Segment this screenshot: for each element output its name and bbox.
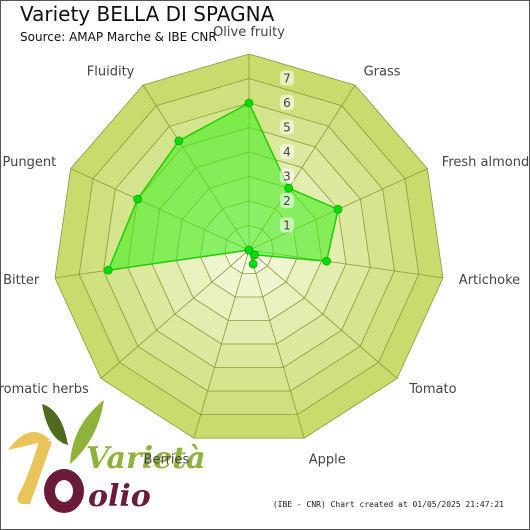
axis-label-apple: Apple <box>309 452 346 467</box>
axis-label-berries: Berries <box>144 452 190 467</box>
data-point-0[interactable] <box>244 98 254 108</box>
data-point-9[interactable] <box>133 194 142 204</box>
tick-label-bg <box>280 95 294 110</box>
data-point-5[interactable] <box>248 259 258 269</box>
axis-label-artichoke: Artichoke <box>459 273 520 288</box>
logo-gold-top <box>8 432 50 450</box>
logo-leaf-right <box>70 400 104 464</box>
logo-word-varieta: Varietà <box>86 441 206 476</box>
axis-label-tomato: Tomato <box>408 382 456 397</box>
axis-label-grass: Grass <box>364 65 401 80</box>
data-point-1[interactable] <box>284 183 294 193</box>
tick-label-7: 7 <box>283 72 291 86</box>
data-point-8[interactable] <box>104 265 113 275</box>
chart-credit: (IBE - CNR) Chart created at 01/05/2025 … <box>272 500 504 509</box>
logo-leaf-left <box>42 404 68 445</box>
logo-word-olio: olio <box>88 479 151 514</box>
data-point-10[interactable] <box>174 136 184 146</box>
tick-label-bg <box>280 217 294 233</box>
axis-label-aromatic-herbs: Aromatic herbs <box>0 382 89 397</box>
spoke-5 <box>248 249 305 439</box>
varieta-olio-logo: Varietà olio <box>8 400 206 514</box>
tick-label-bg <box>280 119 294 135</box>
tick-label-bg <box>280 144 294 159</box>
tick-label-bg <box>280 168 294 184</box>
tick-label-bg <box>280 70 294 86</box>
axis-label-bitter: Bitter <box>3 273 40 288</box>
chart-title: Variety BELLA DI SPAGNA <box>20 2 275 26</box>
tick-label-4: 4 <box>283 145 291 159</box>
data-point-7[interactable] <box>244 245 254 255</box>
data-point-4[interactable] <box>250 250 259 260</box>
spoke-7 <box>100 249 250 379</box>
tick-label-5: 5 <box>283 121 291 135</box>
tick-label-1: 1 <box>283 219 291 233</box>
tick-label-6: 6 <box>283 96 291 110</box>
chart-subtitle: Source: AMAP Marche & IBE CNR <box>20 30 217 44</box>
axis-label-olive-fruity: Olive fruity <box>213 25 285 40</box>
axis-label-pungent: Pungent <box>3 155 57 170</box>
axis-label-fresh-almond: Fresh almond <box>442 155 529 170</box>
tick-label-2: 2 <box>283 194 291 208</box>
logo-gold-stroke <box>17 438 52 504</box>
spoke-4 <box>248 249 398 379</box>
tick-label-3: 3 <box>283 170 291 184</box>
spoke-6 <box>193 249 250 439</box>
data-point-2[interactable] <box>333 205 343 214</box>
data-point-3[interactable] <box>322 256 331 266</box>
axis-label-fluidity: Fluidity <box>87 65 135 80</box>
tick-label-bg <box>280 193 294 208</box>
